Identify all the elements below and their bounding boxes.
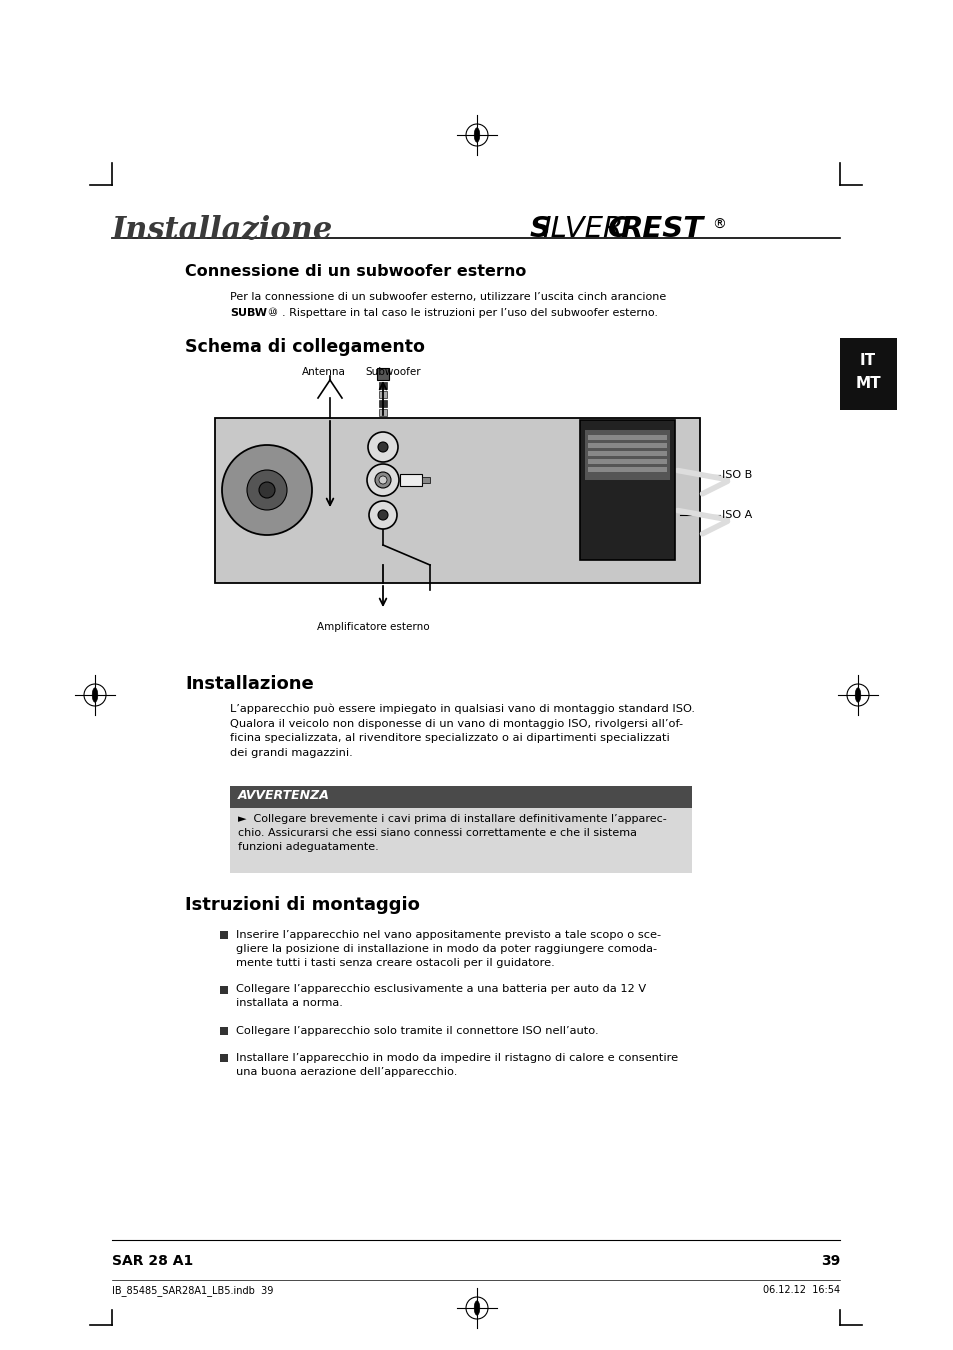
Text: Per la connessione di un subwoofer esterno, utilizzare l’uscita cinch arancione: Per la connessione di un subwoofer ester… <box>230 292 665 302</box>
Bar <box>399 474 421 486</box>
Text: Installare l’apparecchio in modo da impedire il ristagno di calore e consentire
: Installare l’apparecchio in modo da impe… <box>235 1053 678 1077</box>
Bar <box>584 431 669 481</box>
Bar <box>579 420 675 560</box>
Circle shape <box>367 464 398 495</box>
Text: L’apparecchio può essere impiegato in qualsiasi vano di montaggio standard ISO.
: L’apparecchio può essere impiegato in qu… <box>230 703 695 757</box>
Bar <box>220 986 228 994</box>
Bar <box>230 809 691 873</box>
Bar <box>378 400 387 406</box>
Circle shape <box>377 441 388 452</box>
Ellipse shape <box>474 128 479 142</box>
Text: Schema di collegamento: Schema di collegamento <box>185 338 424 356</box>
Bar <box>220 1054 228 1062</box>
Text: Installazione: Installazione <box>185 675 314 693</box>
Bar <box>587 435 666 440</box>
Circle shape <box>222 446 312 535</box>
Bar <box>220 1026 228 1034</box>
Bar <box>421 477 430 483</box>
Circle shape <box>378 477 387 485</box>
Text: REST: REST <box>619 215 702 243</box>
Bar <box>378 392 387 398</box>
Text: Collegare l’apparecchio esclusivamente a una batteria per auto da 12 V
installat: Collegare l’apparecchio esclusivamente a… <box>235 984 645 1008</box>
Text: ISO B: ISO B <box>721 470 752 481</box>
Bar <box>378 382 387 389</box>
Bar <box>230 786 691 809</box>
Circle shape <box>369 501 396 529</box>
Text: Installazione: Installazione <box>112 215 333 246</box>
Bar <box>214 418 700 583</box>
Text: ISO A: ISO A <box>721 510 752 520</box>
Bar <box>376 369 389 379</box>
Text: . Rispettare in tal caso le istruzioni per l’uso del subwoofer esterno.: . Rispettare in tal caso le istruzioni p… <box>282 308 658 319</box>
Text: 06.12.12  16:54: 06.12.12 16:54 <box>762 1285 840 1295</box>
Ellipse shape <box>854 688 860 702</box>
Text: ILVER: ILVER <box>541 215 622 243</box>
Text: MT: MT <box>854 377 880 392</box>
Bar <box>587 459 666 464</box>
Text: AVVERTENZA: AVVERTENZA <box>237 788 330 802</box>
Bar <box>587 467 666 472</box>
Text: ►  Collegare brevemente i cavi prima di installare definitivamente l’apparec-
ch: ► Collegare brevemente i cavi prima di i… <box>237 814 666 852</box>
Text: C: C <box>607 215 629 243</box>
Text: Istruzioni di montaggio: Istruzioni di montaggio <box>185 896 419 914</box>
Circle shape <box>368 432 397 462</box>
Text: Amplificatore esterno: Amplificatore esterno <box>316 622 429 632</box>
Bar <box>587 451 666 456</box>
Text: SUBW: SUBW <box>230 308 267 319</box>
Text: IB_85485_SAR28A1_LB5.indb  39: IB_85485_SAR28A1_LB5.indb 39 <box>112 1285 274 1296</box>
Text: ⑩: ⑩ <box>267 308 276 319</box>
Text: S: S <box>530 215 551 243</box>
Bar <box>587 443 666 448</box>
Text: Connessione di un subwoofer esterno: Connessione di un subwoofer esterno <box>185 265 526 279</box>
Ellipse shape <box>92 688 97 702</box>
Circle shape <box>258 482 274 498</box>
Circle shape <box>247 470 287 510</box>
Bar <box>378 409 387 416</box>
Bar <box>220 931 228 940</box>
Text: IT: IT <box>859 352 875 369</box>
Text: 39: 39 <box>820 1254 840 1268</box>
Circle shape <box>377 510 388 520</box>
Bar <box>840 338 896 410</box>
Text: Subwoofer: Subwoofer <box>365 367 420 377</box>
Text: Antenna: Antenna <box>302 367 346 377</box>
Text: SAR 28 A1: SAR 28 A1 <box>112 1254 193 1268</box>
Text: Inserire l’apparecchio nel vano appositamente previsto a tale scopo o sce-
glier: Inserire l’apparecchio nel vano apposita… <box>235 930 660 968</box>
Circle shape <box>375 472 391 487</box>
Text: ®: ® <box>711 217 725 232</box>
Ellipse shape <box>474 1301 479 1315</box>
Text: Collegare l’apparecchio solo tramite il connettore ISO nell’auto.: Collegare l’apparecchio solo tramite il … <box>235 1026 598 1035</box>
